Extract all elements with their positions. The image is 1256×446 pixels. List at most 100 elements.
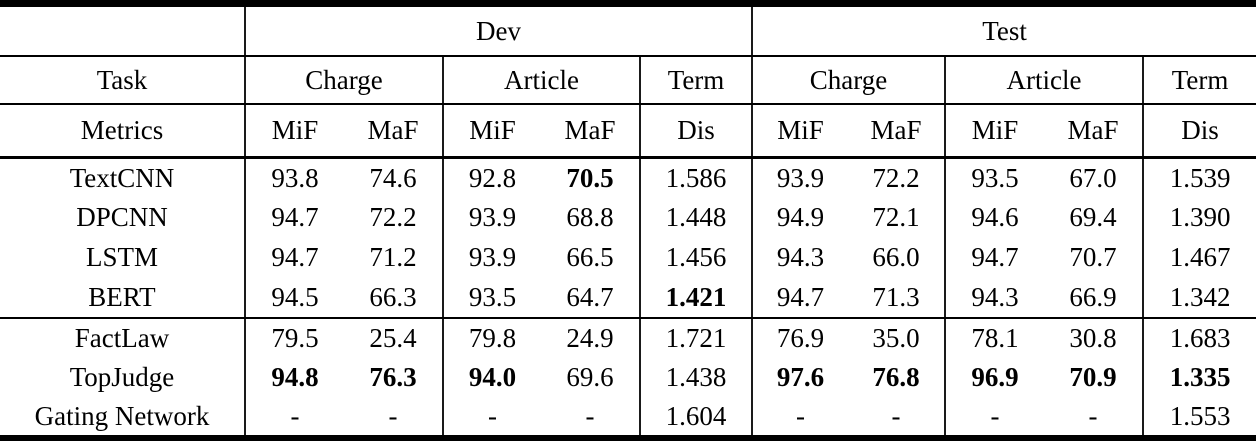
table-row: DPCNN 94.7 72.2 93.9 68.8 1.448 94.9 72.1 94.6 69… [0,197,1256,238]
col-header-maf-charge-test: MaF [848,104,946,159]
value-cell: 64.7 [541,277,640,319]
model-name: DPCNN [76,202,168,232]
value-cell: 76.3 [369,362,417,392]
value-cell: 1.448 [638,197,753,238]
value-cell: 35.0 [872,322,920,353]
value-cell: 93.5 [442,277,541,319]
value-cell: 93.8 [244,157,344,198]
value-cell: 1.586 [638,157,753,198]
value-cell: 72.2 [369,202,417,232]
value-cell: 94.7 [244,237,344,278]
col-header-mif-charge-dev: MiF [244,104,344,159]
table-row: TopJudge 94.8 76.3 94.0 69.6 1.438 97.6 76.8 96.… [0,357,1256,398]
value-cell: 96.9 [944,357,1045,398]
col-header-mif-article-test: MiF [944,104,1045,159]
value-cell: 94.0 [442,357,541,398]
value-cell: 93.5 [944,157,1045,198]
value-cell: - [244,397,344,438]
value-cell: 94.8 [244,357,344,398]
value-cell: 1.539 [1142,157,1256,198]
value-cell: 72.2 [872,162,920,193]
value-cell: 94.7 [751,277,849,319]
value-cell: 1.604 [638,397,753,438]
model-name: FactLaw [74,322,170,353]
value-cell: 74.6 [369,162,417,193]
table-row: LSTM 94.7 71.2 93.9 66.5 1.456 94.3 66.0 94.7 70.… [0,237,1256,278]
col-header-mif-article-dev: MiF [442,104,541,159]
value-cell: 93.9 [442,237,541,278]
value-cell: 69.6 [566,362,614,392]
task-header: Task [0,56,245,105]
value-cell: 68.8 [566,202,614,232]
value-cell: 1.438 [638,357,753,398]
col-header-maf-article-test: MaF [1044,104,1144,159]
model-name: LSTM [85,242,158,272]
value-cell: 67.0 [1069,162,1117,193]
value-cell: 76.9 [751,317,849,358]
table-row: Gating Network - - - -1.604- - - -1.553 [0,397,1256,438]
value-cell: 1.390 [1142,197,1256,238]
value-cell: - [751,397,849,438]
value-cell: 66.5 [566,242,614,272]
value-cell: 69.4 [1069,202,1117,232]
value-cell: 71.3 [848,277,946,319]
value-cell: 1.683 [1142,317,1256,358]
value-cell: 97.6 [751,357,849,398]
table-body: TextCNN 93.8 74.6 92.8 70.5 1.586 93.9 72.2 93.5… [0,157,1256,438]
col-header-dis-dev: Dis [638,104,753,159]
group-header-charge-test: Charge [751,56,946,105]
value-cell: 94.3 [944,277,1045,319]
model-name: Gating Network [34,400,210,431]
value-cell: 30.8 [1069,322,1117,353]
group-header-term-dev: Term [638,56,753,105]
value-cell: 70.5 [566,162,614,193]
col-header-mif-charge-test: MiF [751,104,849,159]
value-cell: 94.6 [944,197,1045,238]
value-cell: 1.456 [638,237,753,278]
group-header-term-test: Term [1142,56,1256,105]
group-header-article-dev: Article [442,56,640,105]
col-header-maf-article-dev: MaF [541,104,640,159]
value-cell: 78.1 [944,317,1045,358]
value-cell: 79.8 [442,317,541,358]
value-cell: 94.7 [244,197,344,238]
section-header-row: Dev Test [0,3,1256,57]
table-row: FactLaw 79.5 25.4 79.8 24.9 1.721 76.9 35.0 78.1… [0,317,1256,358]
value-cell: 1.335 [1142,357,1256,398]
section-header-dev: Dev [243,3,753,57]
metrics-header: Metrics [0,104,245,159]
value-cell: 1.421 [638,277,753,319]
section-header-test: Test [751,3,1256,57]
value-cell: 1.467 [1142,237,1256,278]
value-cell: 66.0 [872,242,920,272]
value-cell: 70.9 [1069,362,1117,392]
metrics-header-row: Metrics MiF MaF MiF MaF Dis MiF MaF MiF … [0,104,1256,159]
value-cell: 71.2 [369,242,417,272]
value-cell: 72.1 [872,202,920,232]
value-cell: - [585,400,595,431]
value-cell: 70.7 [1069,242,1117,272]
value-cell: 94.7 [944,237,1045,278]
value-cell: - [891,400,901,431]
col-header-maf-charge-dev: MaF [344,104,443,159]
value-cell: - [944,397,1045,438]
value-cell: 94.5 [244,277,344,319]
table-row: TextCNN 93.8 74.6 92.8 70.5 1.586 93.9 72.2 93.5… [0,157,1256,198]
empty-corner-cell [0,3,245,57]
col-header-dis-test: Dis [1142,104,1256,159]
model-name: TopJudge [69,362,175,392]
value-cell: 66.3 [344,277,443,319]
value-cell: 25.4 [369,322,417,353]
value-cell: 93.9 [442,197,541,238]
value-cell: 93.9 [751,157,849,198]
value-cell: - [388,400,398,431]
value-cell: 66.9 [1044,277,1144,319]
model-name: TextCNN [69,162,175,193]
group-header-article-test: Article [944,56,1144,105]
value-cell: - [442,397,541,438]
value-cell: 76.8 [872,362,920,392]
group-header-charge-dev: Charge [244,56,443,105]
value-cell: 79.5 [244,317,344,358]
